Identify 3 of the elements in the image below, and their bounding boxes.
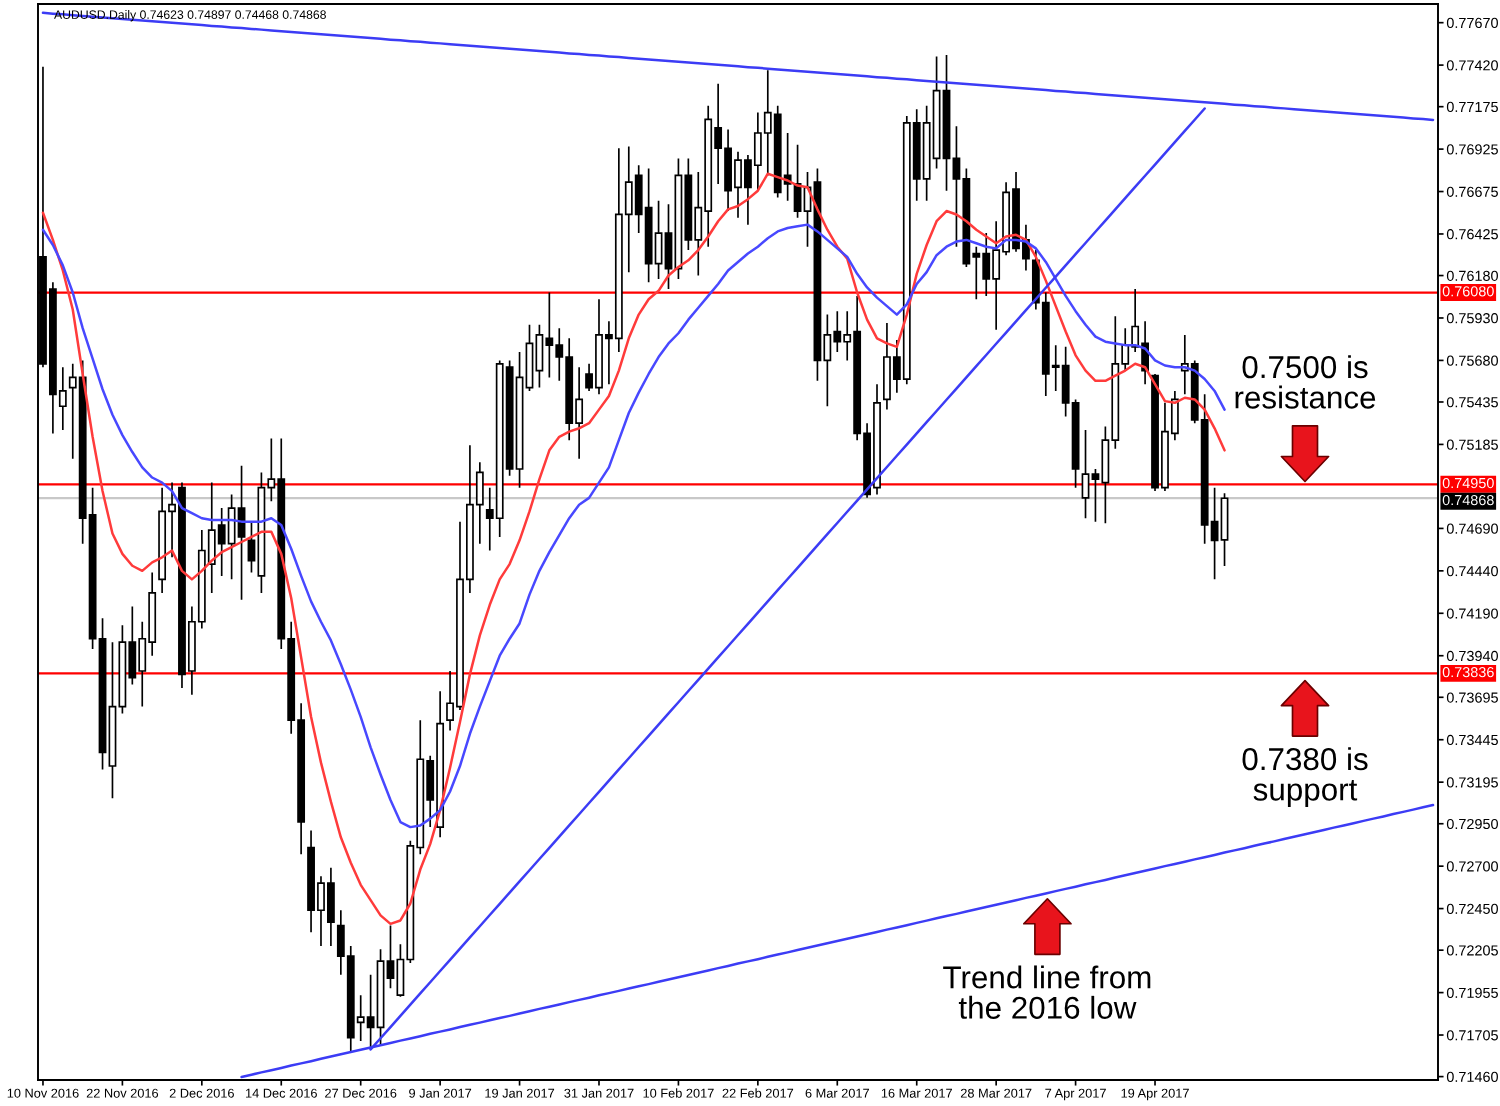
annotation: Trend line from the 2016 low [943,965,1151,1019]
annotation: 0.7380 is support [1242,747,1368,807]
annotation: 0.7500 is resistance [1235,355,1376,409]
